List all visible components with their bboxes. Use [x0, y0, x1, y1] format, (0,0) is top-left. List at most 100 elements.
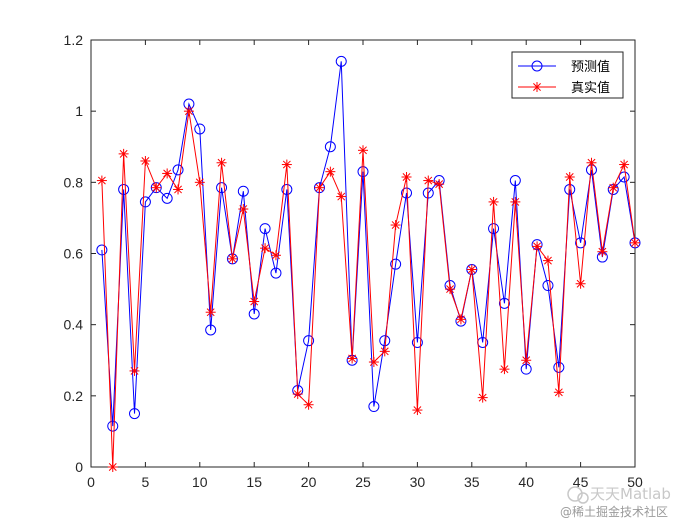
x-tick-label: 20: [301, 474, 317, 490]
data-point: [292, 389, 303, 400]
data-point: [194, 123, 206, 135]
data-point: [139, 196, 151, 208]
data-point: [172, 164, 184, 176]
legend: 预测值 真实值: [511, 51, 624, 99]
y-tick-label: 0.2: [64, 388, 84, 404]
x-axis: 0 5 10 15 20 25 30 35 40 45 50: [87, 40, 643, 490]
data-point: [140, 155, 151, 166]
data-point: [434, 179, 445, 190]
x-tick-label: 30: [410, 474, 426, 490]
legend-asterisk-glyph: [532, 82, 542, 92]
data-point: [270, 267, 282, 279]
data-point: [357, 166, 369, 178]
x-tick-label: 50: [627, 474, 643, 490]
y-tick-label: 0.6: [64, 246, 84, 262]
watermark-title: 天天Matlab: [590, 485, 671, 503]
y-axis: 0 0.2 0.4 0.6 0.8 1 1.2: [64, 32, 635, 475]
data-point: [618, 171, 630, 183]
data-point: [423, 175, 434, 186]
y-tick-label: 0.4: [64, 317, 84, 333]
data-point: [488, 196, 499, 207]
data-point: [390, 258, 402, 270]
data-point: [358, 145, 368, 156]
plot-area: [90, 39, 636, 468]
x-tick-label: 15: [246, 474, 262, 490]
legend-box: [511, 51, 624, 99]
data-point: [477, 392, 488, 403]
data-point: [129, 408, 141, 420]
legend-label-true: 真实值: [571, 80, 610, 96]
data-point: [107, 420, 119, 432]
legend-marker-pred: [531, 60, 543, 72]
data-point: [303, 335, 315, 347]
data-point: [325, 166, 336, 177]
data-point: [564, 171, 575, 182]
data-point: [129, 365, 140, 376]
data-point: [216, 182, 228, 194]
data-point: [575, 237, 587, 249]
x-tick-label: 45: [573, 474, 589, 490]
data-point: [521, 355, 532, 366]
data-point: [161, 192, 173, 204]
data-point: [532, 241, 543, 252]
data-point: [183, 106, 194, 117]
wechat-icon-small: [577, 492, 589, 504]
data-point: [118, 148, 129, 159]
data-point: [575, 278, 586, 289]
legend-entry-pred: 预测值: [518, 59, 610, 75]
x-tick-label: 10: [192, 474, 208, 490]
data-point: [379, 346, 390, 357]
data-point: [401, 187, 413, 199]
data-point: [445, 284, 456, 295]
data-point: [542, 280, 554, 292]
data-point: [630, 237, 640, 248]
data-point: [411, 336, 423, 348]
data-point: [173, 184, 184, 195]
series-layer: [96, 55, 641, 472]
data-point: [248, 308, 260, 320]
axes-box: [90, 39, 636, 468]
data-point: [162, 168, 173, 179]
watermark: 天天Matlab @稀土掘金技术社区: [560, 485, 671, 519]
watermark-subtitle: @稀土掘金技术社区: [560, 504, 668, 519]
data-point: [227, 253, 238, 264]
legend-marker-true: [532, 82, 542, 92]
x-tick-label: 25: [355, 474, 371, 490]
data-point: [619, 159, 630, 170]
data-point: [238, 204, 249, 215]
data-point: [270, 250, 281, 261]
data-point: [368, 357, 379, 368]
data-point: [335, 55, 347, 67]
data-point: [118, 183, 130, 195]
data-point: [259, 223, 271, 235]
data-point: [368, 401, 380, 413]
data-point: [107, 462, 118, 472]
data-point: [553, 361, 565, 373]
data-point: [96, 175, 107, 186]
data-point: [324, 141, 336, 153]
wechat-icon: [567, 486, 583, 502]
y-tick-label: 0.8: [64, 174, 84, 190]
data-point: [455, 314, 466, 325]
data-point: [510, 196, 521, 207]
x-tick-label: 35: [464, 474, 480, 490]
data-point: [237, 185, 249, 197]
data-point: [336, 191, 347, 202]
data-point: [401, 171, 412, 182]
x-tick-label: 5: [142, 474, 150, 490]
data-point: [509, 175, 521, 187]
data-point: [194, 177, 205, 188]
data-point: [151, 182, 162, 193]
data-point: [412, 405, 423, 416]
legend-label-pred: 预测值: [571, 59, 610, 75]
data-point: [347, 353, 358, 364]
y-tick-label: 0: [75, 459, 83, 475]
data-point: [499, 364, 510, 375]
data-point: [281, 183, 293, 195]
data-point: [597, 246, 608, 257]
data-point: [96, 244, 108, 256]
data-point: [608, 182, 619, 193]
x-tick-label: 40: [518, 474, 534, 490]
data-point: [216, 157, 227, 168]
data-point: [390, 220, 401, 231]
